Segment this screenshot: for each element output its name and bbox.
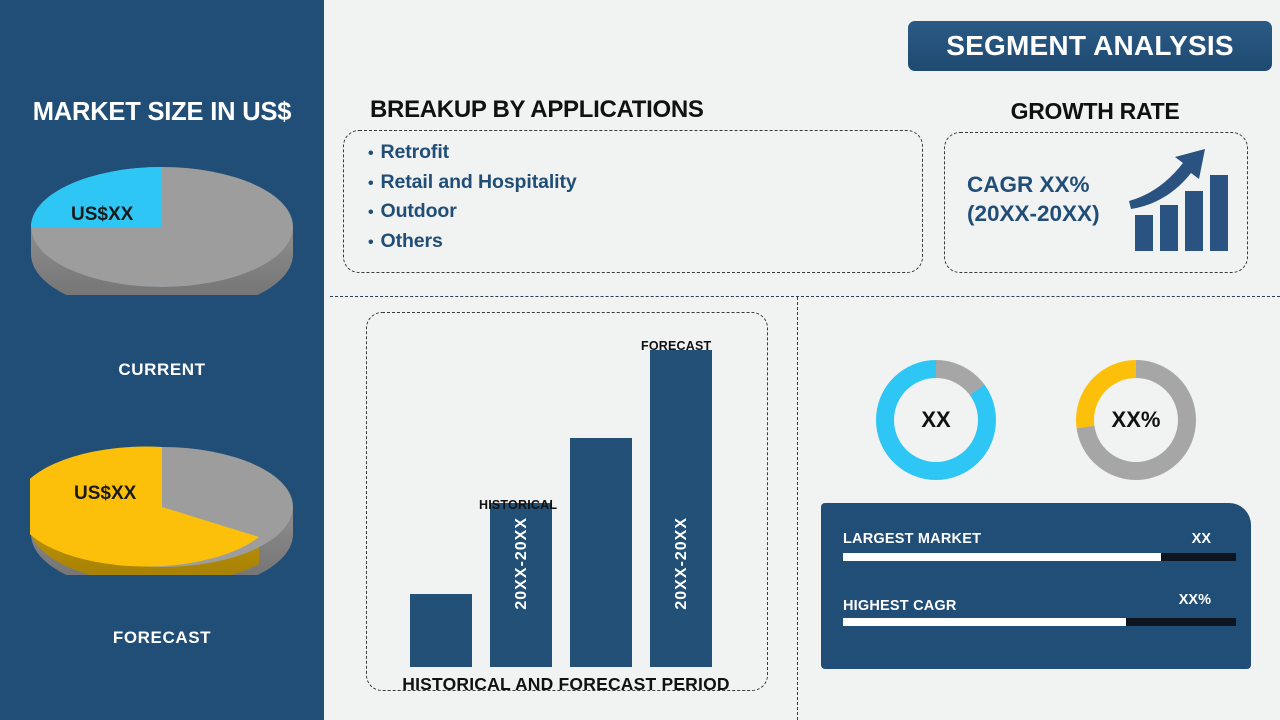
header-band: SEGMENT ANALYSIS imarc IMPACTFUL INSIGHT… (324, 0, 1280, 94)
application-label: Retrofit (380, 141, 450, 163)
highest-cagr-progress-fill (843, 618, 1126, 626)
list-item: • Outdoor (368, 200, 577, 223)
current-pie-chart: US$XX (30, 160, 295, 314)
forecast-pie-value: US$XX (74, 483, 137, 504)
highest-cagr-donut-center: XX% (1094, 378, 1178, 462)
application-label: Others (380, 229, 443, 252)
bar-2-period-label: 20XX-20XX (513, 517, 530, 610)
highest-cagr-donut: XX% (1076, 360, 1196, 480)
applications-heading: BREAKUP BY APPLICATIONS (370, 96, 704, 123)
applications-list: • Retrofit • Retail and Hospitality • Ou… (368, 141, 577, 259)
horizontal-divider (330, 296, 1280, 297)
period-bar-chart: 20XX-20XX 20XX-20XX HISTORICAL FORECAST (366, 312, 766, 689)
vertical-divider (797, 297, 798, 720)
highest-cagr-value: XX% (1178, 592, 1211, 608)
applications-card: • Retrofit • Retail and Hospitality • Ou… (343, 130, 923, 273)
list-item: • Retrofit (368, 141, 577, 164)
largest-market-label: LARGEST MARKET (843, 531, 982, 547)
forecast-tag: FORECAST (641, 339, 712, 353)
largest-market-progress-fill (843, 553, 1162, 561)
highest-cagr-donut-label: XX% (1111, 407, 1161, 432)
page-title-text: SEGMENT ANALYSIS (946, 30, 1234, 61)
bar-3 (570, 438, 632, 667)
kpi-panel: LARGEST MARKET XX HIGHEST CAGR XX% (821, 503, 1251, 669)
highest-cagr-progress-track (843, 618, 1236, 626)
largest-market-donut-center: XX (894, 378, 978, 462)
bar-4-period-label: 20XX-20XX (673, 517, 690, 610)
forecast-pie-chart: US$XX (15, 440, 295, 594)
bar-4 (650, 350, 712, 667)
largest-market-progress-track (843, 553, 1236, 561)
growth-rate-heading: GROWTH RATE (1010, 98, 1180, 124)
historical-tag: HISTORICAL (479, 498, 558, 512)
cagr-text: CAGR XX% (20XX-20XX) (967, 171, 1100, 229)
forecast-pie-caption: FORECAST (112, 628, 212, 647)
bullet-icon: • (368, 233, 374, 251)
largest-market-donut: XX (876, 360, 996, 480)
list-item: • Retail and Hospitality (368, 171, 577, 194)
market-size-panel: MARKET SIZE IN US$ US$XX CURRENT (0, 0, 324, 720)
bullet-icon: • (368, 145, 374, 162)
current-pie-caption: CURRENT (118, 360, 206, 379)
cagr-line-2: (20XX-20XX) (967, 200, 1100, 226)
bullet-icon: • (368, 174, 374, 192)
market-size-title: MARKET SIZE IN US$ (32, 98, 292, 126)
bar-2 (490, 503, 552, 667)
growth-arrow-bars-icon (1129, 143, 1235, 260)
highest-cagr-label: HIGHEST CAGR (843, 598, 957, 614)
cagr-line-1: CAGR XX% (967, 172, 1090, 197)
page-title: SEGMENT ANALYSIS (908, 21, 1272, 71)
forecast-pie-svg (15, 446, 293, 594)
current-pie-svg (31, 167, 293, 314)
largest-market-value: XX (1191, 531, 1211, 547)
growth-rate-card: CAGR XX% (20XX-20XX) (944, 132, 1248, 273)
largest-market-donut-label: XX (921, 407, 951, 432)
current-pie-value: US$XX (71, 204, 134, 225)
bullet-icon: • (368, 204, 374, 221)
period-chart-caption: HISTORICAL AND FORECAST PERIOD (402, 674, 730, 694)
list-item: • Others (368, 230, 577, 253)
application-label: Outdoor (380, 200, 457, 222)
bar-1 (410, 594, 472, 667)
application-label: Retail and Hospitality (380, 170, 577, 193)
